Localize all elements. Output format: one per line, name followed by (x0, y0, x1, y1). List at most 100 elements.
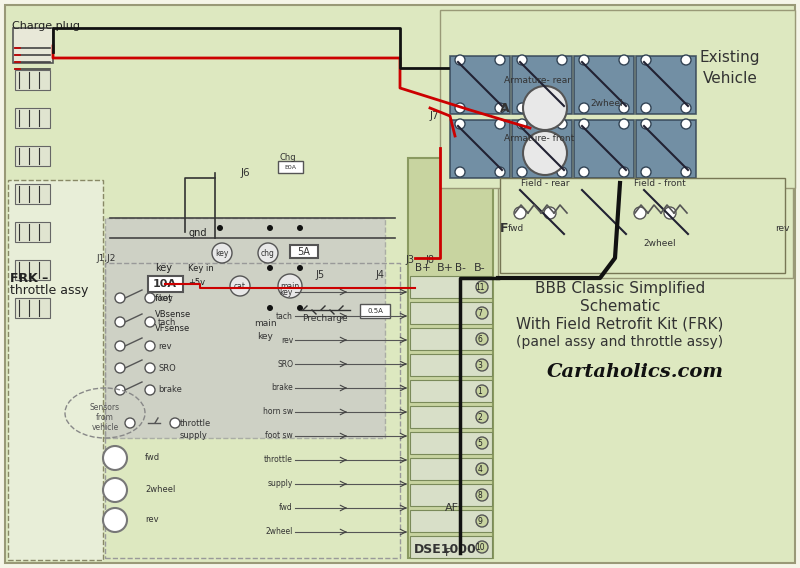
Circle shape (557, 119, 567, 129)
Text: rev: rev (158, 341, 172, 350)
Text: AF: AF (445, 503, 459, 513)
Circle shape (641, 167, 651, 177)
Text: F: F (445, 548, 451, 558)
Bar (360, 304, 390, 318)
Text: 6: 6 (478, 335, 482, 344)
Text: Schematic: Schematic (580, 299, 660, 314)
Circle shape (170, 418, 180, 428)
Circle shape (557, 55, 567, 65)
Text: tach: tach (276, 311, 293, 320)
Text: 8: 8 (478, 491, 482, 499)
Circle shape (455, 55, 465, 65)
Circle shape (217, 225, 223, 231)
Text: +5v: +5v (188, 278, 205, 286)
Text: main: main (254, 319, 276, 328)
Text: J5: J5 (315, 270, 325, 280)
Text: VFsense: VFsense (155, 324, 190, 332)
Bar (408, 158, 493, 558)
Circle shape (619, 55, 629, 65)
Circle shape (664, 207, 676, 219)
Circle shape (267, 225, 273, 231)
Circle shape (495, 55, 505, 65)
Text: J8: J8 (426, 255, 434, 265)
Text: Cartaholics.com: Cartaholics.com (546, 363, 723, 381)
Circle shape (523, 86, 567, 130)
Bar (15, 184, 50, 204)
Text: J1,J2: J1,J2 (96, 253, 115, 262)
Circle shape (476, 411, 488, 423)
Bar (105, 218, 385, 438)
Text: B-: B- (455, 263, 466, 273)
Text: B+: B+ (437, 263, 454, 273)
Bar (15, 70, 50, 90)
Circle shape (258, 243, 278, 263)
Circle shape (103, 446, 127, 470)
Bar (410, 276, 492, 298)
Text: DSE1000: DSE1000 (414, 543, 476, 556)
Circle shape (641, 231, 651, 241)
Text: key: key (155, 263, 172, 273)
Circle shape (681, 231, 691, 241)
Circle shape (579, 183, 589, 193)
Circle shape (557, 183, 567, 193)
Circle shape (297, 305, 303, 311)
Text: throttle: throttle (264, 456, 293, 465)
Text: Key in: Key in (188, 264, 214, 273)
Bar (410, 536, 492, 558)
Bar (15, 298, 50, 318)
Text: 9: 9 (478, 516, 482, 525)
Text: 5: 5 (478, 438, 482, 448)
Circle shape (455, 103, 465, 113)
Circle shape (641, 119, 651, 129)
Circle shape (212, 243, 232, 263)
Text: Field - front: Field - front (634, 178, 686, 187)
Text: key: key (280, 287, 293, 296)
Bar (105, 263, 400, 558)
Text: rev: rev (775, 223, 790, 232)
Text: Charge plug: Charge plug (12, 21, 80, 31)
Circle shape (579, 55, 589, 65)
Circle shape (476, 385, 488, 397)
Text: BBB Classic Simplified: BBB Classic Simplified (535, 281, 705, 295)
Circle shape (476, 281, 488, 293)
Bar (410, 302, 492, 324)
Text: 10: 10 (475, 542, 485, 552)
Text: F: F (500, 222, 509, 235)
Text: A: A (500, 102, 510, 115)
Text: fwd: fwd (279, 503, 293, 512)
Text: supply: supply (180, 432, 208, 441)
Text: fwd: fwd (508, 223, 524, 232)
Bar (15, 146, 50, 166)
Circle shape (267, 305, 273, 311)
Circle shape (145, 363, 155, 373)
Circle shape (455, 119, 465, 129)
Bar (440, 10, 795, 188)
Circle shape (103, 508, 127, 532)
Circle shape (297, 225, 303, 231)
Bar (410, 484, 492, 506)
Text: J4: J4 (375, 270, 385, 280)
Circle shape (115, 341, 125, 351)
Text: J6: J6 (240, 168, 250, 178)
Bar (410, 458, 492, 480)
Bar (8, 180, 103, 560)
Circle shape (115, 317, 125, 327)
Text: J7: J7 (430, 111, 440, 121)
Bar (512, 184, 572, 242)
Bar (15, 108, 50, 128)
Bar (13, 28, 53, 63)
Circle shape (145, 341, 155, 351)
Circle shape (476, 541, 488, 553)
Text: VBsense: VBsense (155, 310, 191, 319)
Circle shape (476, 333, 488, 345)
Circle shape (145, 317, 155, 327)
Bar (636, 184, 696, 242)
Text: fwd: fwd (145, 453, 160, 462)
Text: Precharge: Precharge (302, 314, 348, 323)
Text: throttle assy: throttle assy (10, 283, 88, 296)
Text: 5A: 5A (298, 247, 310, 257)
Bar (512, 120, 572, 178)
Circle shape (641, 55, 651, 65)
Circle shape (557, 103, 567, 113)
Text: vehicle: vehicle (91, 424, 118, 432)
